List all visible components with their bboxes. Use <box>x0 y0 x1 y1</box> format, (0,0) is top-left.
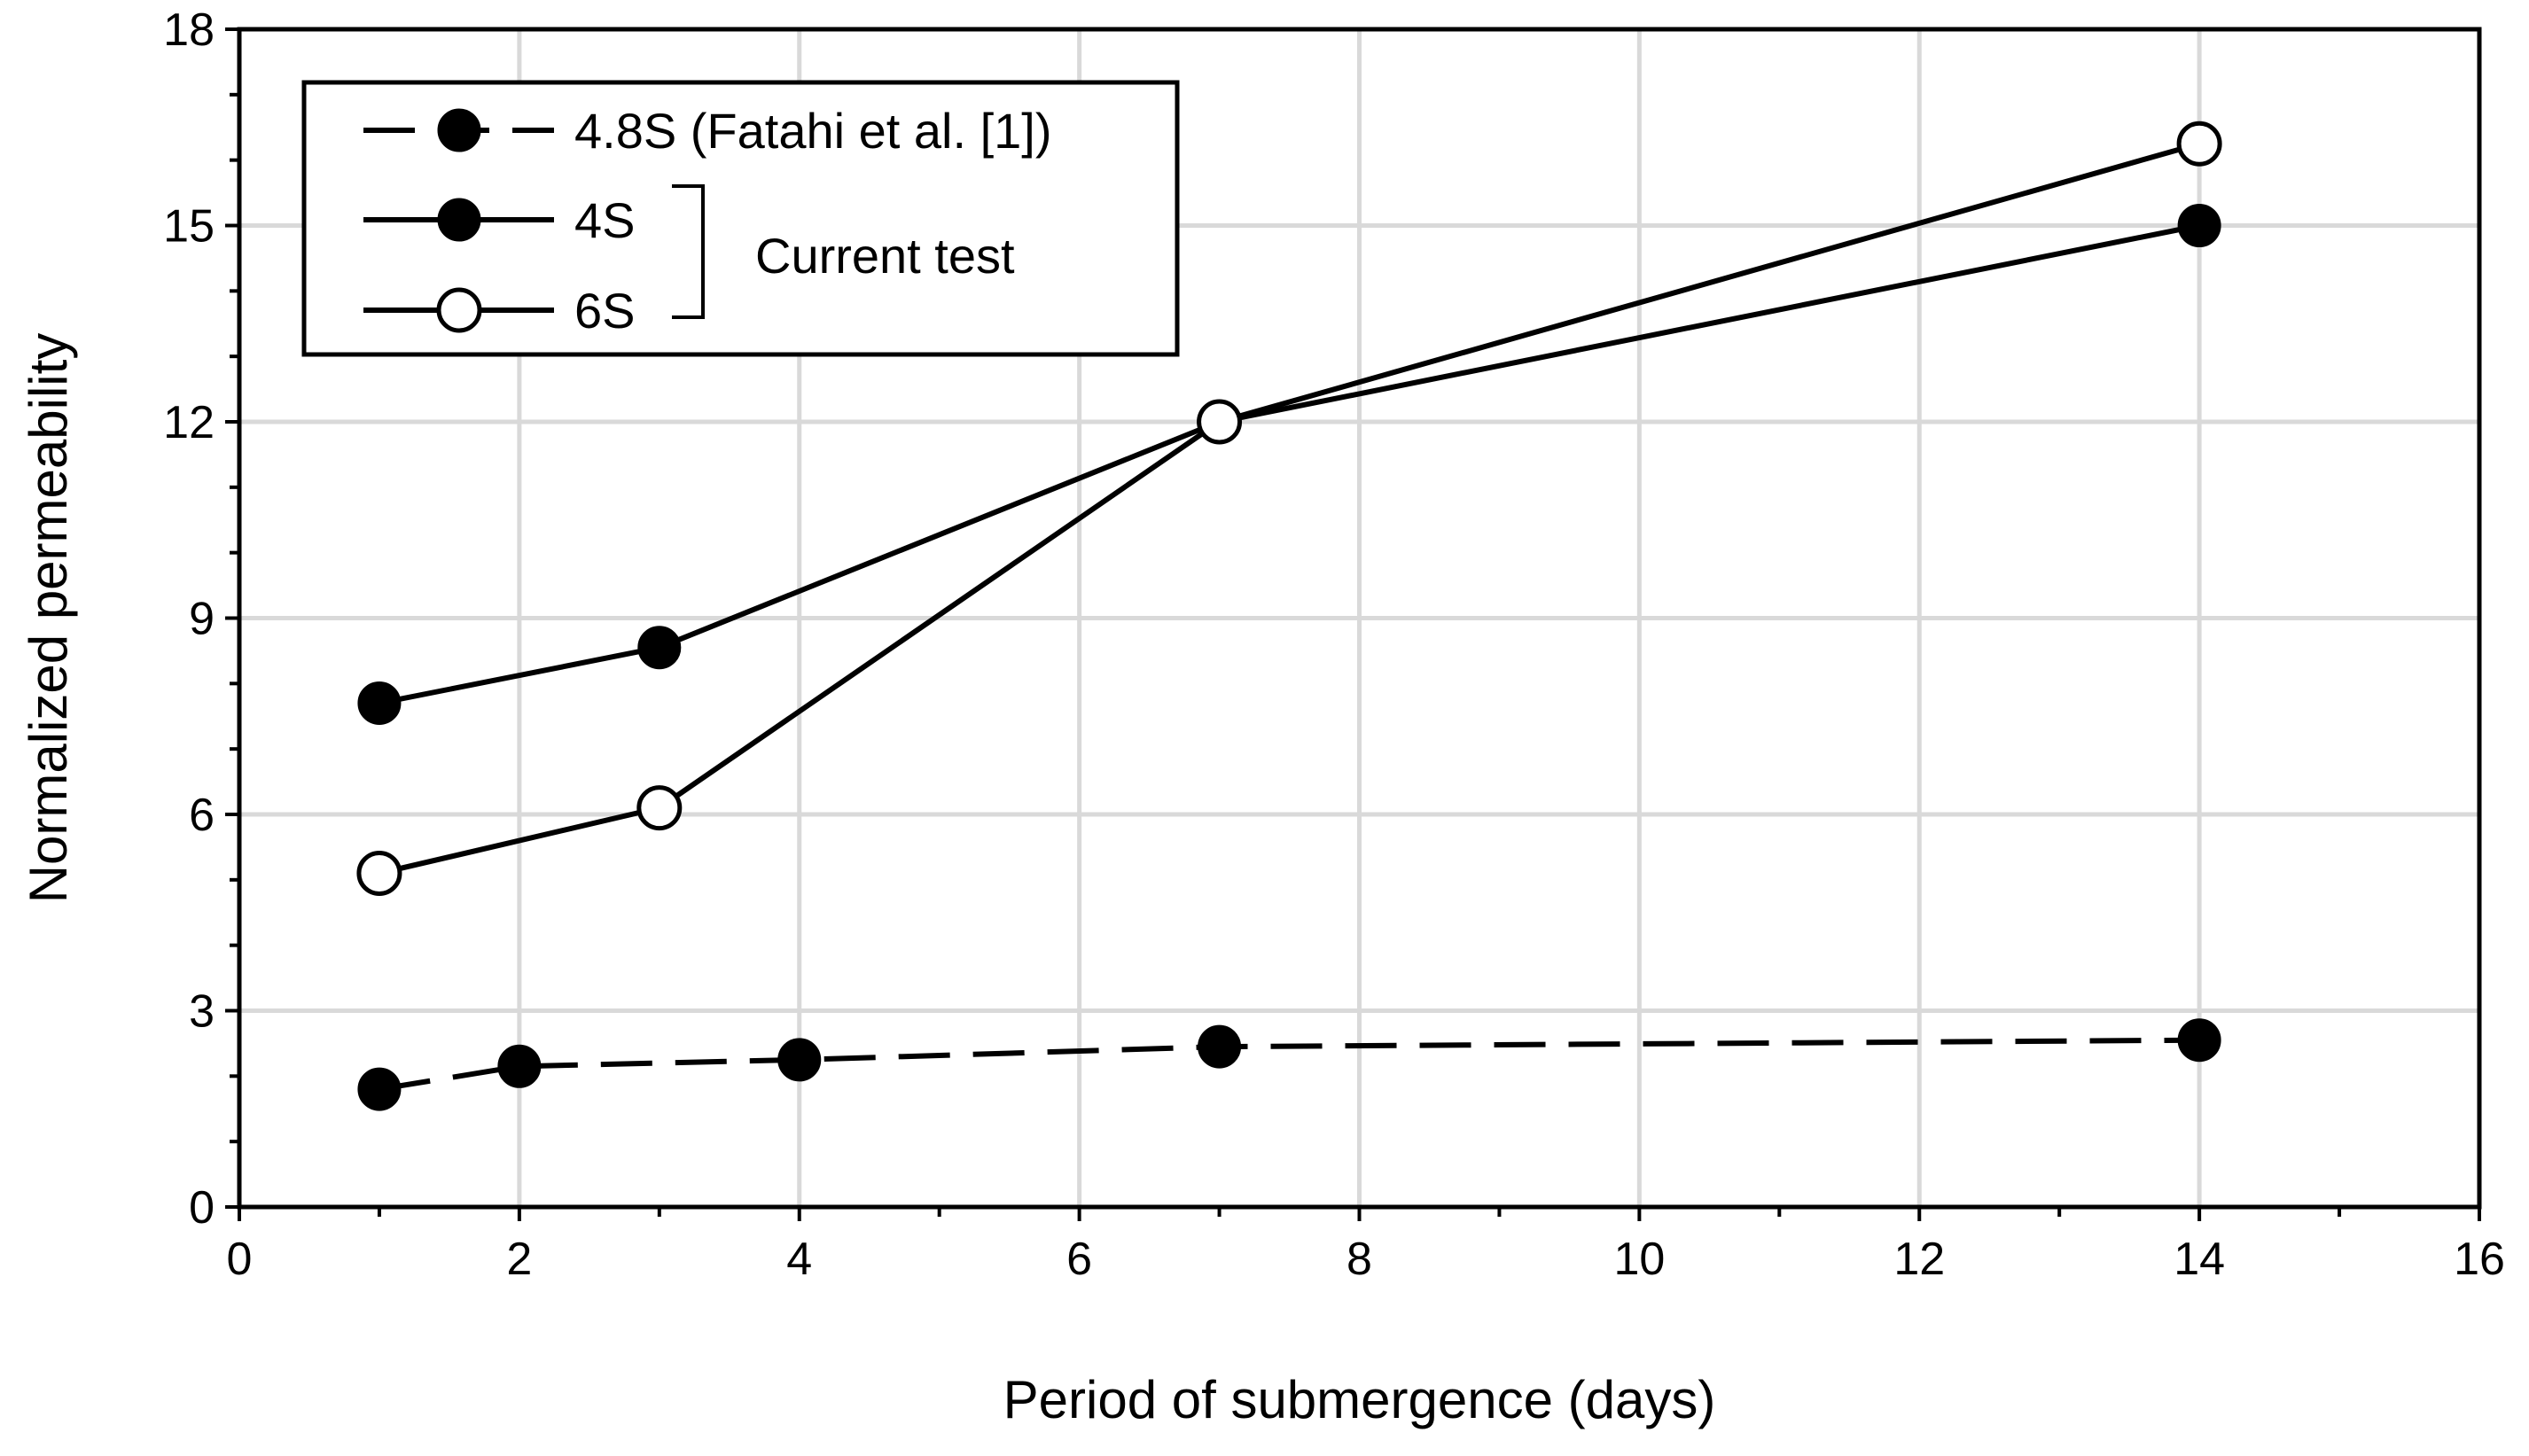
x-tick-label: 6 <box>1066 1234 1092 1285</box>
data-point <box>2177 204 2221 247</box>
x-tick-label: 4 <box>786 1234 812 1285</box>
series-line <box>379 222 2200 706</box>
x-axis-title: Period of submergence (days) <box>1003 1370 1716 1429</box>
legend-entry-2: 4S <box>363 192 636 248</box>
series-line <box>379 141 2200 876</box>
data-point <box>357 681 402 725</box>
legend-marker <box>437 108 481 152</box>
y-tick-label: 9 <box>189 594 215 645</box>
legend-entry-1: 4.8S (Fatahi et al. [1]) <box>363 103 1051 159</box>
legend: 4.8S (Fatahi et al. [1]) 4S 6S Current tes… <box>301 80 1180 357</box>
legend-marker <box>437 198 481 242</box>
data-point <box>777 1038 822 1082</box>
legend-label: 4S <box>574 192 636 248</box>
y-tick-label: 3 <box>189 986 215 1038</box>
legend-entries: 4.8S (Fatahi et al. [1]) 4S 6S <box>363 103 1051 339</box>
x-tick-label: 14 <box>2174 1234 2225 1285</box>
legend-entry-3: 6S <box>363 283 636 339</box>
y-tick-label: 18 <box>163 4 215 56</box>
y-tick-label: 15 <box>163 201 215 253</box>
series-line <box>379 1037 2200 1093</box>
legend-bracket <box>672 184 705 319</box>
x-tick-label: 12 <box>1893 1234 1945 1285</box>
y-tick-label: 12 <box>163 397 215 448</box>
y-axis-title: Normalized permeability <box>19 333 78 904</box>
legend-label: 4.8S (Fatahi et al. [1]) <box>574 103 1051 159</box>
data-point <box>637 626 682 670</box>
data-point <box>497 1044 542 1088</box>
axis-ticks: 0 2 4 6 8 10 12 14 16 0 3 6 9 12 15 18 <box>163 4 2505 1285</box>
data-point <box>1197 399 1243 445</box>
data-point <box>357 1067 402 1111</box>
y-tick-label: 6 <box>189 790 215 841</box>
x-tick-label: 8 <box>1346 1234 1372 1285</box>
legend-group-label: Current test <box>755 228 1015 284</box>
series-layer <box>356 121 2222 1111</box>
x-tick-label: 16 <box>2454 1234 2505 1285</box>
x-tick-label: 0 <box>227 1234 253 1285</box>
y-tick-label: 0 <box>189 1182 215 1234</box>
data-point <box>1198 1024 1242 1069</box>
data-point <box>2177 1018 2221 1063</box>
legend-marker <box>436 287 482 333</box>
x-tick-label: 2 <box>506 1234 532 1285</box>
legend-label: 6S <box>574 283 636 339</box>
data-point <box>2176 121 2222 167</box>
series-3 <box>356 121 2222 896</box>
data-point <box>356 850 402 896</box>
data-point <box>636 785 683 831</box>
x-tick-label: 10 <box>1613 1234 1665 1285</box>
series-1 <box>357 1018 2221 1111</box>
series-2 <box>357 204 2221 725</box>
